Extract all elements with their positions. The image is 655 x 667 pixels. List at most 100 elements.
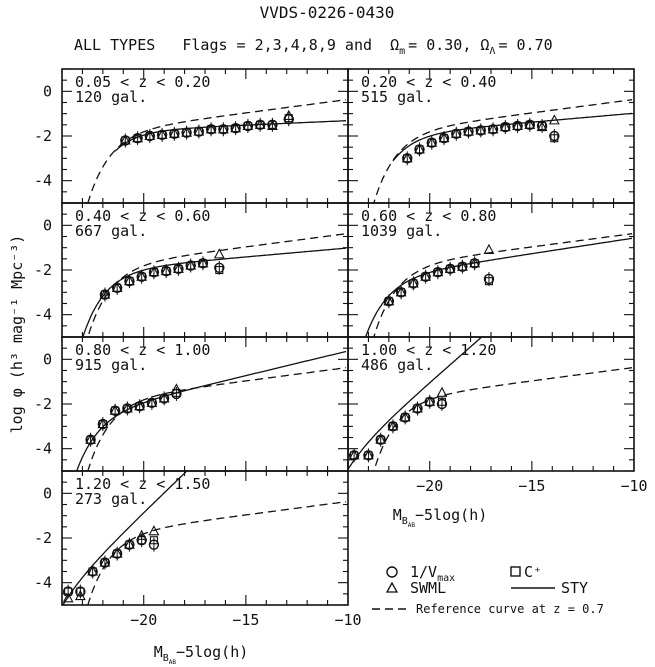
cplus-point — [76, 587, 85, 596]
sty-curve — [76, 350, 347, 471]
galaxy-count-label: 120 gal. — [75, 88, 147, 106]
redshift-label: 0.20 < z < 0.40 — [361, 73, 496, 91]
cplus-point — [88, 567, 97, 576]
cplus-point — [425, 397, 434, 406]
legend-swml-marker — [385, 581, 399, 593]
reference-curve — [87, 99, 347, 203]
vmax-point — [75, 586, 86, 597]
cplus-point — [149, 536, 158, 545]
y-tick-label: 0 — [43, 216, 52, 234]
vmax-point — [136, 535, 147, 546]
sty-curve — [348, 337, 483, 470]
cplus-point — [243, 121, 252, 130]
cplus-point — [147, 398, 156, 407]
x-tick-label: −15 — [232, 611, 259, 629]
y-tick-label: 0 — [43, 350, 52, 368]
cplus-point — [215, 265, 224, 275]
x-tick-label: −20 — [130, 611, 157, 629]
cplus-point — [397, 288, 406, 297]
reference-curve — [373, 99, 633, 203]
cplus-point — [98, 420, 107, 429]
vmax-point — [436, 398, 448, 410]
vmax-point — [549, 130, 560, 142]
cplus-point — [501, 123, 510, 132]
reference-curve — [87, 501, 347, 605]
cplus-point — [364, 451, 373, 460]
y-tick-label: 0 — [43, 82, 52, 100]
cplus-point — [421, 272, 430, 281]
y-tick-label: -2 — [34, 395, 52, 413]
cplus-point — [437, 397, 447, 406]
galaxy-count-label: 667 gal. — [75, 222, 147, 240]
cplus-point — [194, 127, 203, 136]
y-tick-label: -4 — [34, 172, 52, 190]
figure-title: VVDS-0226-0430 — [260, 3, 395, 22]
legend-cplus-label: C⁺ — [524, 563, 542, 581]
y-tick-label: -2 — [34, 529, 52, 547]
cplus-point — [160, 394, 169, 403]
reference-curve — [373, 367, 633, 471]
swml-point — [536, 120, 548, 132]
cplus-point — [198, 259, 208, 268]
cplus-point — [137, 536, 146, 545]
legend: 1/Vmax C⁺ SWML STY Reference curve at z … — [372, 563, 604, 616]
x-tick-label: −20 — [416, 477, 443, 495]
legend-vmax-marker — [386, 566, 398, 578]
swml-point — [213, 248, 225, 259]
panel-plot-area — [87, 99, 347, 203]
panel-plot-area — [82, 233, 347, 337]
cplus-point — [388, 422, 397, 431]
galaxy-count-label: 273 gal. — [75, 490, 147, 508]
cplus-point — [256, 120, 265, 129]
cplus-point — [376, 435, 385, 444]
cplus-point — [100, 558, 109, 567]
cplus-point — [350, 451, 359, 460]
legend-sty-label: STY — [561, 579, 588, 597]
cplus-point — [284, 114, 293, 123]
cplus-point — [484, 277, 494, 286]
y-axis-label: log φ (h³ mag⁻¹ Mpc⁻³) — [8, 235, 26, 434]
cplus-point — [415, 145, 424, 154]
legend-swml-label: SWML — [410, 579, 446, 597]
legend-ref-label: Reference curve at z = 0.7 — [416, 602, 604, 616]
panel-plot-area — [364, 233, 633, 337]
panel-plot-area — [348, 337, 633, 471]
galaxy-count-label: 515 gal. — [361, 88, 433, 106]
cplus-point — [427, 138, 436, 147]
cplus-point — [413, 404, 422, 413]
galaxy-count-label: 1039 gal. — [361, 222, 442, 240]
cplus-point — [464, 127, 473, 136]
reference-curve — [373, 233, 633, 337]
cplus-point — [174, 264, 183, 273]
cplus-point — [158, 130, 167, 139]
cplus-point — [125, 540, 134, 549]
reference-curve — [87, 233, 347, 337]
cplus-point — [149, 268, 158, 277]
swml-point — [267, 119, 278, 130]
cplus-point — [64, 587, 73, 596]
cplus-point — [125, 277, 134, 286]
redshift-label: 1.20 < z < 1.50 — [75, 475, 210, 493]
cplus-point — [446, 264, 455, 273]
x-tick-label: −15 — [518, 477, 545, 495]
sty-curve — [82, 247, 347, 337]
cplus-point — [513, 121, 522, 130]
vmax-point — [148, 539, 160, 550]
cplus-point — [476, 126, 485, 135]
swml-point — [483, 243, 495, 254]
cplus-point — [268, 120, 277, 129]
cplus-point — [439, 134, 449, 143]
cplus-point — [170, 129, 179, 138]
vmax-point — [214, 262, 225, 273]
swml-point — [436, 386, 448, 397]
swml-point — [136, 529, 148, 540]
panel-plot-area — [76, 350, 347, 471]
cplus-point — [525, 120, 534, 129]
y-tick-label: -2 — [34, 127, 52, 145]
